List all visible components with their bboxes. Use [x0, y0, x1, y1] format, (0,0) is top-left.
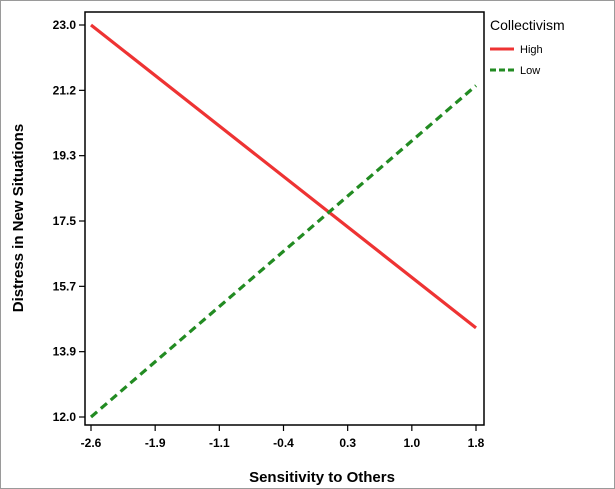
legend-label-low: Low	[520, 65, 540, 77]
legend: Collectivism High Low	[490, 17, 565, 77]
y-tick-label: 15.7	[53, 279, 77, 293]
y-axis-title: Distress in New Situations	[10, 124, 27, 312]
y-axis: 12.0 13.9 15.7 17.5 19.3 21.2 23.0	[53, 18, 85, 424]
x-axis-title: Sensitivity to Others	[249, 469, 395, 486]
x-tick-label: -1.1	[209, 436, 230, 450]
x-tick-label: -1.9	[145, 436, 166, 450]
legend-title: Collectivism	[490, 17, 565, 33]
x-axis: -2.6 -1.9 -1.1 -0.4 0.3 1.0 1.8	[81, 425, 485, 450]
y-tick-label: 12.0	[53, 410, 77, 424]
series-layer	[89, 23, 478, 419]
series-line-high	[90, 23, 477, 330]
x-tick-label: -2.6	[81, 436, 102, 450]
y-tick-label: 19.3	[53, 149, 77, 163]
y-tick-label: 23.0	[53, 18, 77, 32]
series-line-low	[89, 84, 478, 419]
x-tick-label: 0.3	[339, 436, 356, 450]
legend-label-high: High	[520, 44, 543, 56]
x-tick-label: 1.8	[468, 436, 485, 450]
plot-area	[84, 11, 485, 426]
y-tick-label: 21.2	[53, 83, 77, 97]
x-tick-label: -0.4	[273, 436, 294, 450]
y-tick-label: 17.5	[53, 214, 77, 228]
x-tick-label: 1.0	[403, 436, 420, 450]
y-tick-label: 13.9	[53, 345, 77, 359]
